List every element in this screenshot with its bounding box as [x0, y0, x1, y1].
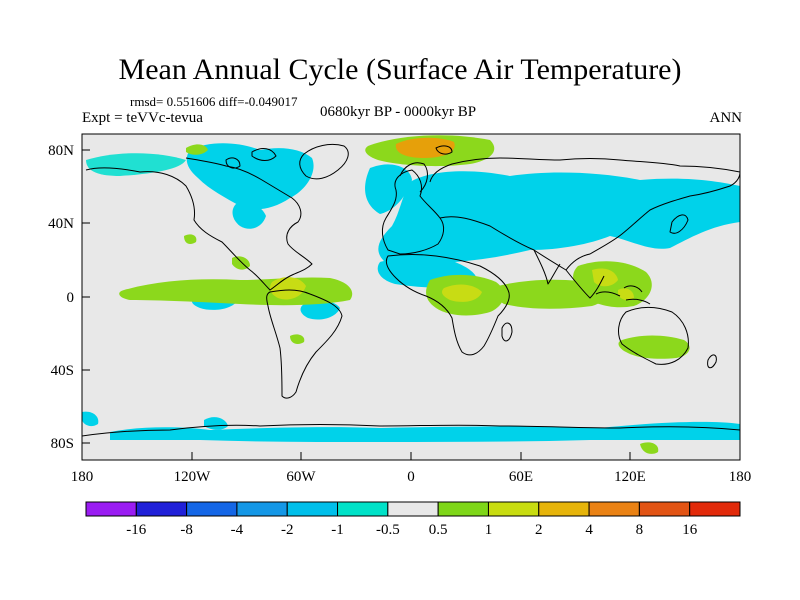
colorbar-swatch — [337, 501, 389, 517]
coastline-indonesia — [595, 285, 651, 305]
lon-label-120e: 120E — [614, 469, 646, 485]
colorbar-swatch — [135, 501, 188, 517]
coastline-india — [533, 249, 561, 285]
colorbar-swatch — [638, 501, 691, 517]
cool-region-atlantic-south — [300, 300, 340, 320]
experiment-label: Expt = teVVc-tevua — [82, 110, 203, 126]
lon-label-0: 0 — [407, 469, 415, 485]
lon-label-60e: 60E — [509, 469, 533, 485]
period-label: 0680kyr BP - 0000kyr BP — [320, 104, 477, 120]
coastline-southeast-asia — [565, 269, 605, 299]
longitude-axis: 180 120W 60W 0 60E 120E 180 — [71, 452, 752, 485]
coastline-scandinavia — [399, 162, 428, 193]
cool-region-antarctic-margin — [110, 421, 740, 442]
lon-label-120w: 120W — [174, 469, 212, 485]
coastlines — [82, 143, 740, 437]
cool-region-southern-ocean — [82, 411, 99, 427]
colorbar-label: -0.5 — [376, 522, 400, 538]
cool-region-antarctic-west — [204, 417, 228, 430]
colorbar: -16 -8 -4 -2 -1 -0.5 0.5 1 2 4 8 16 — [85, 501, 741, 538]
colorbar-swatch — [689, 501, 741, 517]
coastline-africa — [385, 254, 510, 356]
colorbar-swatch — [387, 501, 439, 517]
colorbar-swatch — [588, 501, 640, 517]
colorbar-label: -2 — [281, 522, 294, 538]
diff-label: diff= — [218, 94, 245, 109]
colorbar-label: -16 — [126, 522, 146, 538]
cool-region-greenland-canada — [186, 143, 314, 210]
stats-line: rmsd= 0.551606 diff=-0.049017 — [130, 94, 298, 110]
colorbar-swatch — [437, 501, 489, 517]
lat-label-40s: 40S — [51, 363, 74, 379]
colorbar-swatch — [186, 501, 238, 517]
colorbar-label: 16 — [682, 522, 698, 538]
map-panel — [82, 134, 740, 460]
rmsd-value: 0.551606 — [166, 94, 216, 109]
season-label: ANN — [709, 110, 743, 126]
lat-label-0: 0 — [67, 290, 75, 306]
colorbar-label: 4 — [585, 522, 593, 538]
colorbar-swatch — [286, 501, 339, 517]
warm-region-north-america-small — [184, 234, 197, 244]
warm-region-canada — [186, 144, 208, 155]
lon-label-180w: 180 — [71, 469, 94, 485]
coastline-arctic-islands — [225, 145, 453, 169]
colorbar-label: 8 — [636, 522, 644, 538]
cool-region-north-america — [232, 202, 266, 229]
coastline-greenland — [299, 143, 349, 180]
coastline-japan — [669, 214, 689, 234]
colorbar-swatch — [538, 501, 590, 517]
colorbar-label: 0.5 — [429, 522, 448, 538]
colorbar-swatch — [85, 501, 137, 517]
cool-region-eurasia — [378, 171, 740, 266]
warm-region-indonesia-core — [592, 268, 618, 287]
coastline-south-america — [266, 289, 343, 399]
anomaly-fields — [82, 135, 740, 454]
diff-value: -0.049017 — [244, 94, 298, 109]
colorbar-swatch — [487, 501, 540, 517]
cool-region-scandinavia — [365, 164, 412, 214]
coastline-madagascar — [501, 322, 513, 342]
lon-label-60w: 60W — [286, 469, 316, 485]
coastline-australia — [618, 307, 689, 365]
coastline-europe — [381, 169, 445, 255]
cool-region-arctic-canada — [86, 153, 186, 176]
lon-label-180e: 180 — [729, 469, 752, 485]
lat-label-80s: 80S — [51, 436, 74, 452]
colorbar-label: -4 — [231, 522, 244, 538]
warm-region-new-guinea — [618, 288, 634, 301]
lat-label-40n: 40N — [48, 216, 74, 232]
coastline-asia — [429, 157, 740, 271]
map-title: Mean Annual Cycle (Surface Air Temperatu… — [118, 53, 682, 86]
warm-region-antarctica-east — [640, 442, 659, 454]
coastline-north-america — [85, 157, 313, 291]
rmsd-label: rmsd= — [130, 94, 164, 109]
colorbar-label: 2 — [535, 522, 543, 538]
colorbar-label: 1 — [485, 522, 493, 538]
coastline-antarctica — [82, 424, 740, 437]
warm-region-africa-core — [442, 284, 482, 302]
latitude-axis: 80N 40N 0 40S 80S — [48, 143, 90, 452]
colorbar-label: -1 — [331, 522, 344, 538]
colorbar-label: -8 — [180, 522, 193, 538]
colorbar-swatch — [236, 501, 288, 517]
lat-label-80n: 80N — [48, 143, 74, 159]
coastline-new-zealand — [707, 354, 717, 369]
warm-region-southern-atlantic — [290, 334, 305, 344]
